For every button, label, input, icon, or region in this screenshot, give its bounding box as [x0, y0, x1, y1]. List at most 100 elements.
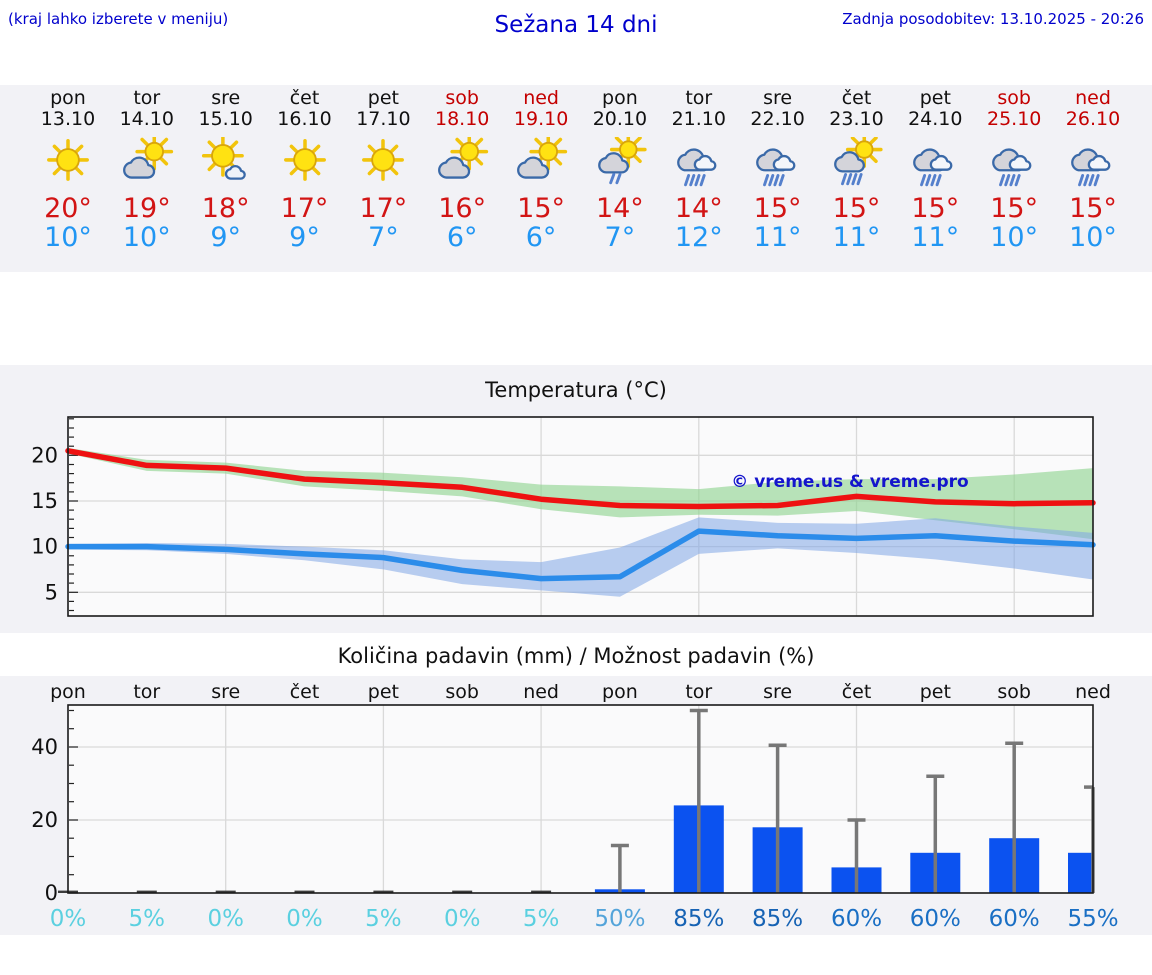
temp-min: 7°	[368, 222, 399, 253]
weather-icon-sun	[265, 137, 345, 191]
temp-min: 9°	[289, 222, 320, 253]
precip-probability-label: 85%	[752, 906, 803, 932]
forecast-day: pon 20.10 14° 7°	[580, 87, 660, 253]
day-name: ned	[1075, 87, 1111, 109]
watermark: © vreme.us & vreme.pro	[731, 472, 968, 492]
precip-day-label: sob	[997, 681, 1031, 703]
day-name: sob	[997, 87, 1031, 109]
precip-probability-label: 85%	[673, 906, 724, 932]
precip-probability-label: 60%	[831, 906, 882, 932]
temp-max: 14°	[595, 193, 644, 224]
precip-zero-mark	[531, 890, 552, 893]
forecast-day: tor 14.10 19° 10°	[107, 88, 187, 253]
temp-min: 6°	[446, 222, 478, 253]
forecast-day: čet 16.10 17° 9°	[265, 88, 345, 253]
temp-max: 14°	[674, 193, 723, 224]
day-name: pet	[367, 87, 399, 109]
day-date: 13.10	[40, 108, 96, 130]
temp-max: 18°	[201, 193, 250, 224]
precip-day-label: čet	[290, 681, 320, 703]
precip-probability-label: 50%	[594, 906, 645, 932]
weather-icon-rain	[974, 137, 1054, 191]
weather-icon-rain	[1053, 137, 1133, 191]
precip-day-label: ned	[523, 681, 559, 703]
y-axis-label: 15	[31, 489, 58, 513]
precip-day-label: ned	[1075, 681, 1111, 703]
temp-min: 7°	[604, 222, 636, 253]
forecast-day: pon 13.10 20° 10°	[28, 88, 108, 253]
day-date: 15.10	[198, 108, 253, 130]
precip-day-label: pet	[920, 681, 951, 703]
precipitation-chart-title: Količina padavin (mm) / Možnost padavin …	[337, 644, 815, 668]
precip-bar	[1068, 852, 1093, 893]
precip-probability-label: 55%	[1067, 906, 1118, 932]
precip-probability-label: 60%	[989, 906, 1040, 932]
day-date: 16.10	[277, 108, 332, 130]
y-axis-label: 20	[31, 443, 58, 467]
precip-day-label: sob	[445, 681, 479, 703]
precip-zero-mark	[215, 890, 236, 893]
precip-day-label: sre	[763, 681, 792, 703]
forecast-day: sob 18.10 16° 6°	[422, 87, 502, 253]
precip-probability-label: 0%	[50, 906, 87, 932]
precip-probability-label: 0%	[207, 906, 244, 932]
precip-probability-label: 5%	[129, 906, 166, 932]
forecast-day: pet 17.10 17° 7°	[343, 87, 423, 253]
day-name: tor	[685, 87, 713, 109]
precip-day-label: pet	[368, 681, 399, 703]
day-date: 18.10	[434, 108, 490, 130]
weather-icon-rain	[659, 137, 739, 191]
weather-icon-cloud-sun	[501, 132, 581, 191]
tmin-line	[65, 528, 1096, 582]
temperature-chart-title: Temperatura (°C)	[485, 378, 667, 402]
temp-max: 15°	[911, 193, 960, 224]
precip-probability-label: 60%	[910, 906, 961, 932]
precip-day-label: pon	[602, 681, 638, 703]
day-name: sre	[763, 87, 793, 109]
weather-icon-sun	[28, 137, 108, 191]
day-date: 19.10	[513, 108, 569, 130]
temperature-chart: 5 10 15 20 © vreme.us & vreme.pro	[31, 416, 1096, 617]
precip-probability-label: 5%	[523, 906, 560, 932]
day-date: 21.10	[671, 108, 726, 130]
temp-max: 15°	[990, 193, 1039, 224]
day-name: čet	[841, 87, 872, 109]
precip-probability-label: 0%	[286, 906, 323, 932]
header-hint: (kraj lahko izberete v meniju)	[8, 10, 229, 28]
precip-zero-mark	[136, 890, 157, 893]
temp-max: 17°	[359, 193, 408, 224]
weather-icon-sun-small-cloud	[186, 134, 266, 191]
tmax-line	[65, 448, 1096, 510]
weather-icon-sun	[343, 137, 423, 191]
weather-icon-rain	[895, 137, 975, 191]
day-name: sob	[445, 87, 479, 109]
day-date: 23.10	[829, 108, 884, 130]
last-updated: Zadnja posodobitev: 13.10.2025 - 20:26	[842, 10, 1144, 28]
precipitation-chart: pon tor sre čet pet sob ned pon tor sre čet pet sob n…	[31, 681, 1118, 932]
day-date: 26.10	[1065, 108, 1121, 130]
temp-max: 15°	[753, 193, 802, 224]
forecast-day: čet 23.10 15° 11°	[817, 87, 897, 253]
temp-min: 10°	[122, 222, 171, 253]
forecast-day: pet 24.10 15° 11°	[895, 88, 975, 253]
precip-probability-label: 0%	[444, 906, 481, 932]
forecast-day: sre 22.10 15° 11°	[738, 87, 818, 253]
temp-min: 10°	[44, 222, 92, 253]
temp-min: 11°	[832, 222, 881, 253]
weather-icon-cloud-sun	[107, 132, 187, 191]
day-date: 20.10	[592, 108, 648, 130]
precip-zero-mark	[373, 890, 394, 893]
temp-min: 11°	[753, 222, 802, 253]
page-title: Sežana 14 dni	[494, 12, 658, 38]
y-axis-label: 5	[45, 580, 58, 604]
temp-min: 9°	[210, 222, 242, 253]
temp-min: 10°	[990, 222, 1039, 253]
precip-day-label: čet	[842, 681, 872, 703]
day-name: pon	[602, 87, 638, 109]
temp-max: 20°	[44, 193, 92, 224]
forecast-day: ned 26.10 15° 10°	[1053, 87, 1133, 253]
plot-border	[67, 416, 1094, 617]
temp-min: 12°	[674, 222, 723, 253]
forecast-strip-background	[0, 85, 1152, 272]
temp-min: 6°	[525, 222, 557, 253]
